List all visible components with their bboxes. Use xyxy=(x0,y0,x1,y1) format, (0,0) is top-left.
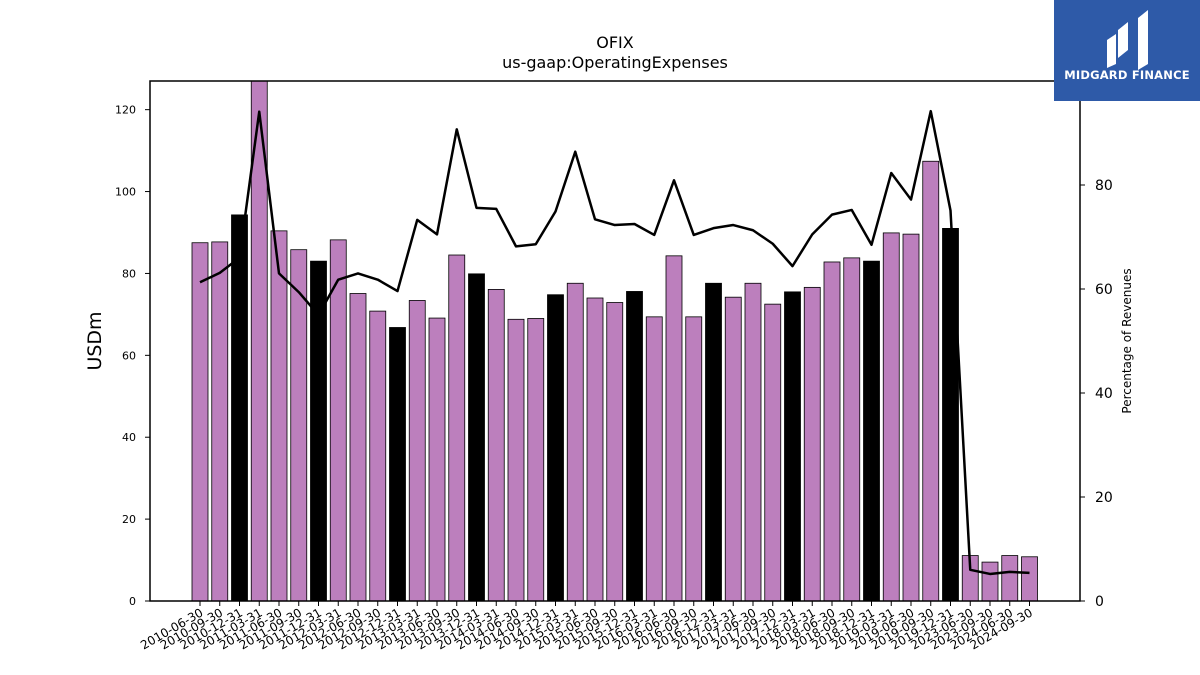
bar-2018-09-30 xyxy=(843,257,861,602)
bar-2019-09-30 xyxy=(922,160,940,602)
bar-2018-12-31 xyxy=(863,260,880,602)
bar-2016-12-31 xyxy=(705,282,722,602)
bar-2017-09-30 xyxy=(764,303,782,602)
bar-2012-06-30 xyxy=(349,293,367,602)
bar-2014-03-31 xyxy=(487,289,505,602)
y2-tick-label-40: 40 xyxy=(1095,386,1113,402)
bar-2016-09-30 xyxy=(685,316,703,602)
bar-2015-12-31 xyxy=(626,291,643,602)
bar-2017-12-31 xyxy=(784,291,801,602)
y-tick-label-20: 20 xyxy=(122,513,136,526)
y-tick-label-40: 40 xyxy=(122,431,136,444)
percentage-line xyxy=(199,109,1030,576)
bar-2013-03-31 xyxy=(408,300,426,602)
x-axis: 2010-06-302010-09-302010-12-312011-03-31… xyxy=(138,601,1035,652)
bar-2013-12-31 xyxy=(468,273,485,602)
bar-2016-06-30 xyxy=(665,255,683,602)
logo-text: MIDGARD FINANCE xyxy=(1064,68,1190,82)
bar-2013-06-30 xyxy=(428,317,446,602)
bar-2012-03-31 xyxy=(329,239,347,602)
bar-2023-09-30 xyxy=(981,561,999,602)
y-tick-label-100: 100 xyxy=(115,186,136,199)
y-tick-label-60: 60 xyxy=(122,349,136,362)
bar-2013-09-30 xyxy=(448,254,466,602)
bar-2015-09-30 xyxy=(606,302,624,602)
bar-2014-12-31 xyxy=(547,294,564,602)
y2-tick-label-0: 0 xyxy=(1095,594,1104,610)
chart-title: OFIX xyxy=(596,33,634,52)
bar-2017-03-31 xyxy=(724,296,742,602)
bar-2017-06-30 xyxy=(744,282,762,602)
chart-subtitle: us-gaap:OperatingExpenses xyxy=(502,53,728,72)
bar-2010-09-30 xyxy=(211,241,229,602)
bar-2019-06-30 xyxy=(902,233,920,602)
bar-2024-06-30 xyxy=(1001,555,1019,602)
y-tick-label-80: 80 xyxy=(122,267,136,280)
y-axis-label: USDm xyxy=(84,311,106,370)
bar-2011-06-30 xyxy=(270,230,288,602)
bar-2018-06-30 xyxy=(823,261,841,602)
bar-2011-09-30 xyxy=(290,249,308,602)
y-tick-label-120: 120 xyxy=(115,104,136,117)
bar-2014-09-30 xyxy=(527,318,545,602)
bar-2019-03-31 xyxy=(882,232,900,602)
y-axis-right: 0 20 40 60 80 xyxy=(1080,178,1113,610)
y-axis-left: 0 20 40 60 80 100 120 xyxy=(115,104,150,608)
bar-2011-12-31 xyxy=(310,260,327,602)
logo-mark-icon xyxy=(1107,10,1148,70)
y2-tick-label-80: 80 xyxy=(1095,178,1113,194)
bar-2019-12-31 xyxy=(942,228,959,602)
bar-2016-03-31 xyxy=(645,316,663,602)
y-tick-label-0: 0 xyxy=(129,595,136,608)
line-group xyxy=(199,109,1030,576)
bar-2012-09-30 xyxy=(369,310,387,602)
midgard-finance-logo: MIDGARD FINANCE xyxy=(1054,0,1200,101)
bar-2015-03-31 xyxy=(566,282,584,602)
bar-2014-06-30 xyxy=(507,318,525,602)
bar-2012-12-31 xyxy=(389,327,406,602)
y2-tick-label-60: 60 xyxy=(1095,282,1113,298)
bar-2010-06-30 xyxy=(191,242,209,602)
bar-2024-09-30 xyxy=(1021,556,1038,602)
y2-axis-label: Percentage of Revenues xyxy=(1120,268,1134,413)
bars-group xyxy=(191,80,1038,602)
bar-2015-06-30 xyxy=(586,297,604,602)
bar-2018-03-31 xyxy=(803,286,821,602)
bar-2010-12-31 xyxy=(231,214,248,602)
y2-tick-label-20: 20 xyxy=(1095,490,1113,506)
